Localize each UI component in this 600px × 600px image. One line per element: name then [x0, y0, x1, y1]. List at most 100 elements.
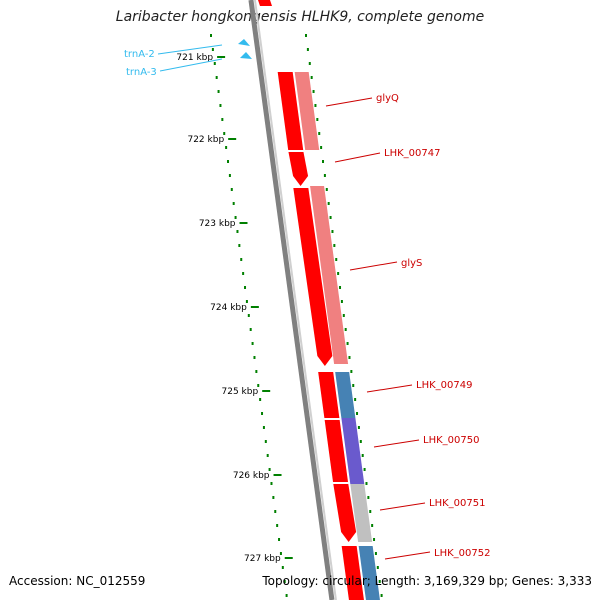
ring-dot-inner	[274, 510, 277, 513]
ring-dot-inner	[213, 62, 216, 65]
cog-shade-block	[358, 546, 380, 600]
ring-dot-outer	[316, 118, 319, 121]
ring-dot-outer	[373, 538, 376, 541]
gene-label: glyS	[401, 258, 422, 269]
backbone-line	[248, 0, 335, 600]
ring-dot-inner	[264, 440, 267, 443]
ring-dot-inner	[242, 272, 245, 275]
kbp-tick-label: 725 kbp	[222, 387, 259, 397]
ring-dot-inner	[210, 34, 212, 37]
gene-leader-line	[379, 502, 426, 511]
ring-dot-outer	[380, 594, 383, 597]
cog-shade-block	[350, 484, 373, 542]
ring-dot-outer	[308, 62, 311, 65]
ring-dot-inner	[285, 594, 288, 597]
ring-dot-inner	[278, 538, 281, 541]
ring-dot-inner	[219, 104, 222, 107]
trna-marker	[238, 39, 250, 46]
ring-dot-inner	[270, 482, 273, 485]
ring-dot-outer	[348, 356, 351, 359]
ring-dot-inner	[244, 286, 247, 289]
ring-dot-outer	[369, 510, 372, 513]
ring-dot-outer	[325, 188, 328, 191]
cds-forward-block	[318, 372, 340, 418]
ring-dot-inner	[249, 328, 252, 331]
gene-leader-line	[325, 97, 373, 107]
ring-dot-outer	[346, 342, 349, 345]
ring-dot-inner	[259, 398, 262, 401]
genome-title: Laribacter hongkongensis HLHK9, complete…	[115, 9, 485, 25]
ring-dot-outer	[359, 440, 362, 443]
ring-dot-outer	[356, 412, 359, 415]
kbp-tick-label: 727 kbp	[244, 554, 281, 564]
ring-dot-inner	[261, 412, 264, 415]
kbp-tick-label: 724 kbp	[210, 303, 247, 313]
cds-forward-block	[288, 152, 309, 186]
ring-dot-outer	[367, 496, 370, 499]
ring-dot-inner	[266, 454, 269, 457]
ring-dot-inner	[257, 384, 260, 387]
gene-leader-line	[366, 384, 413, 393]
ring-dot-inner	[279, 552, 282, 555]
ring-dot-inner	[215, 76, 218, 79]
kbp-tick-label: 723 kbp	[199, 219, 236, 229]
ring-dot-outer	[335, 258, 338, 261]
ring-dot-outer	[333, 244, 336, 247]
ring-dot-outer	[344, 328, 347, 331]
topology-text: Topology: circular; Length: 3,169,329 bp…	[262, 574, 592, 588]
ring-dot-inner	[221, 118, 224, 121]
ring-dot-inner	[262, 426, 265, 429]
trna-label: trnA-2	[124, 49, 155, 60]
cds-forward-block	[293, 188, 333, 366]
ring-dot-inner	[268, 468, 271, 471]
ring-dot-outer	[337, 272, 340, 275]
ring-dot-inner	[236, 230, 239, 233]
ring-dot-inner	[251, 342, 254, 345]
ring-dot-outer	[306, 48, 309, 51]
cog-shade-block	[294, 72, 320, 150]
cog-shade-block	[310, 186, 349, 364]
gene-label: LHK_00751	[429, 498, 485, 509]
gene-label: LHK_00752	[434, 548, 490, 559]
gene-leader-line	[349, 261, 398, 271]
ring-dot-outer	[376, 566, 379, 569]
ring-dot-outer	[365, 482, 368, 485]
ring-dot-outer	[327, 202, 330, 205]
ring-dot-outer	[331, 230, 334, 233]
ring-dot-inner	[228, 174, 231, 177]
accession-text: Accession: NC_012559	[9, 574, 146, 588]
ring-dot-outer	[352, 384, 355, 387]
ring-dot-inner	[234, 216, 237, 219]
ring-dot-outer	[305, 34, 307, 37]
ring-dot-outer	[312, 90, 315, 93]
gene-label: glyQ	[376, 93, 399, 104]
tick-marks	[217, 56, 293, 559]
kbp-tick-label: 722 kbp	[187, 135, 224, 145]
gene-leader-line	[384, 551, 431, 560]
backbone	[248, 0, 337, 600]
ring-dot-inner	[217, 90, 220, 93]
cog-shade-block	[341, 418, 365, 484]
ring-dot-inner	[232, 202, 235, 205]
ring-dot-inner	[225, 146, 228, 149]
ring-dot-outer	[361, 454, 364, 457]
cds-forward-block	[258, 0, 272, 6]
gene-label: LHK_00750	[423, 435, 479, 446]
ring-dot-outer	[318, 132, 321, 135]
kbp-tick-label: 726 kbp	[233, 471, 270, 481]
ring-dot-outer	[371, 524, 374, 527]
ring-dot-outer	[350, 370, 353, 373]
cds-forward-block	[333, 484, 357, 542]
trna-label: trnA-3	[126, 67, 157, 78]
ring-dot-outer	[310, 76, 313, 79]
ring-dot-inner	[245, 300, 248, 303]
ring-dot-outer	[363, 468, 366, 471]
kbp-tick-label: 721 kbp	[176, 53, 213, 63]
ring-dot-inner	[227, 160, 230, 163]
trna-leader-line	[157, 44, 223, 55]
gene-label: LHK_00749	[416, 380, 472, 391]
ring-dot-inner	[253, 356, 256, 359]
cog-shade-block	[335, 372, 356, 418]
ring-dot-outer	[329, 216, 332, 219]
